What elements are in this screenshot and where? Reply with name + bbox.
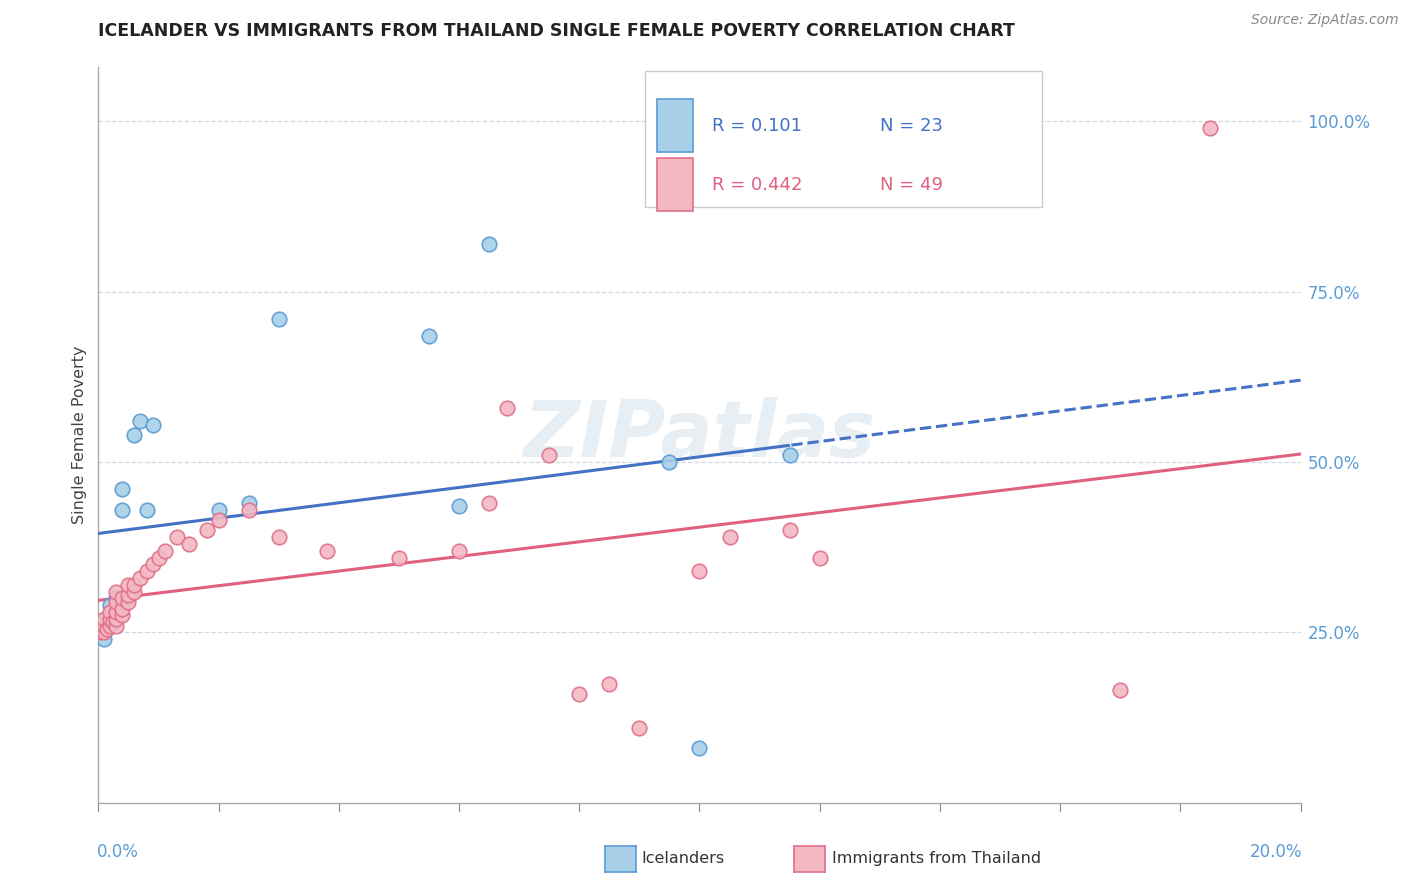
Point (478, 237, 501, 252)
Point (141, 417, 163, 432)
Point (111, 601, 134, 615)
Point (315, 543, 337, 558)
Point (689, 741, 711, 756)
Point (1199, 121, 1222, 136)
Point (93, 625, 115, 640)
Point (103, 615, 125, 630)
Point (124, 584, 146, 599)
Text: N = 23: N = 23 (880, 117, 943, 135)
Point (568, 687, 591, 701)
Y-axis label: Single Female Poverty: Single Female Poverty (72, 345, 87, 524)
Text: Source: ZipAtlas.com: Source: ZipAtlas.com (1251, 13, 1399, 28)
Point (129, 571, 152, 585)
Point (93, 615, 115, 630)
Point (779, 523, 801, 537)
Point (124, 578, 146, 592)
FancyBboxPatch shape (658, 158, 693, 211)
Point (105, 591, 128, 606)
Point (238, 496, 260, 510)
Point (1109, 683, 1132, 698)
Text: R = 0.101: R = 0.101 (711, 117, 801, 135)
Point (129, 414, 152, 428)
Point (148, 550, 170, 565)
Text: Immigrants from Thailand: Immigrants from Thailand (832, 852, 1042, 866)
Point (447, 543, 470, 558)
Point (658, 455, 681, 469)
Point (111, 591, 134, 606)
Point (117, 591, 139, 606)
Point (808, 550, 831, 565)
Text: 0.0%: 0.0% (97, 843, 139, 862)
Point (388, 550, 411, 565)
Text: R = 0.442: R = 0.442 (711, 176, 801, 194)
Point (267, 312, 290, 326)
FancyBboxPatch shape (645, 70, 1042, 207)
Point (141, 558, 163, 572)
Point (105, 612, 128, 626)
Point (100, 618, 122, 632)
Point (93, 618, 115, 632)
Point (117, 588, 139, 602)
Text: N = 49: N = 49 (880, 176, 943, 194)
Point (177, 537, 200, 551)
Point (89, 625, 111, 640)
Point (195, 523, 218, 537)
Point (93, 632, 115, 647)
Point (628, 721, 651, 735)
Point (447, 500, 470, 514)
Point (96, 622, 118, 636)
Point (93, 612, 115, 626)
Point (111, 503, 134, 517)
Point (598, 676, 620, 690)
Point (90, 618, 112, 632)
Point (117, 595, 139, 609)
Point (100, 605, 122, 619)
Point (135, 564, 157, 578)
Point (135, 503, 157, 517)
Point (718, 530, 741, 544)
Point (124, 428, 146, 442)
Point (117, 578, 139, 592)
Point (208, 513, 231, 527)
FancyBboxPatch shape (658, 99, 693, 153)
Point (111, 483, 134, 497)
Point (208, 503, 231, 517)
Point (779, 448, 801, 462)
Point (166, 530, 188, 544)
Point (267, 530, 290, 544)
Point (111, 608, 134, 623)
Point (105, 605, 128, 619)
Point (418, 329, 440, 343)
Point (100, 598, 122, 612)
Point (100, 612, 122, 626)
Text: ICELANDER VS IMMIGRANTS FROM THAILAND SINGLE FEMALE POVERTY CORRELATION CHART: ICELANDER VS IMMIGRANTS FROM THAILAND SI… (98, 22, 1015, 40)
Text: ZIPatlas: ZIPatlas (523, 397, 876, 473)
Point (238, 503, 260, 517)
Text: Icelanders: Icelanders (641, 852, 724, 866)
Point (100, 612, 122, 626)
Point (90, 618, 112, 632)
Point (689, 564, 711, 578)
Point (153, 543, 176, 558)
Point (105, 618, 128, 632)
Point (538, 448, 561, 462)
Point (478, 496, 501, 510)
Point (496, 401, 519, 415)
Text: 20.0%: 20.0% (1250, 843, 1302, 862)
Point (105, 595, 128, 609)
Point (105, 605, 128, 619)
Point (105, 584, 128, 599)
